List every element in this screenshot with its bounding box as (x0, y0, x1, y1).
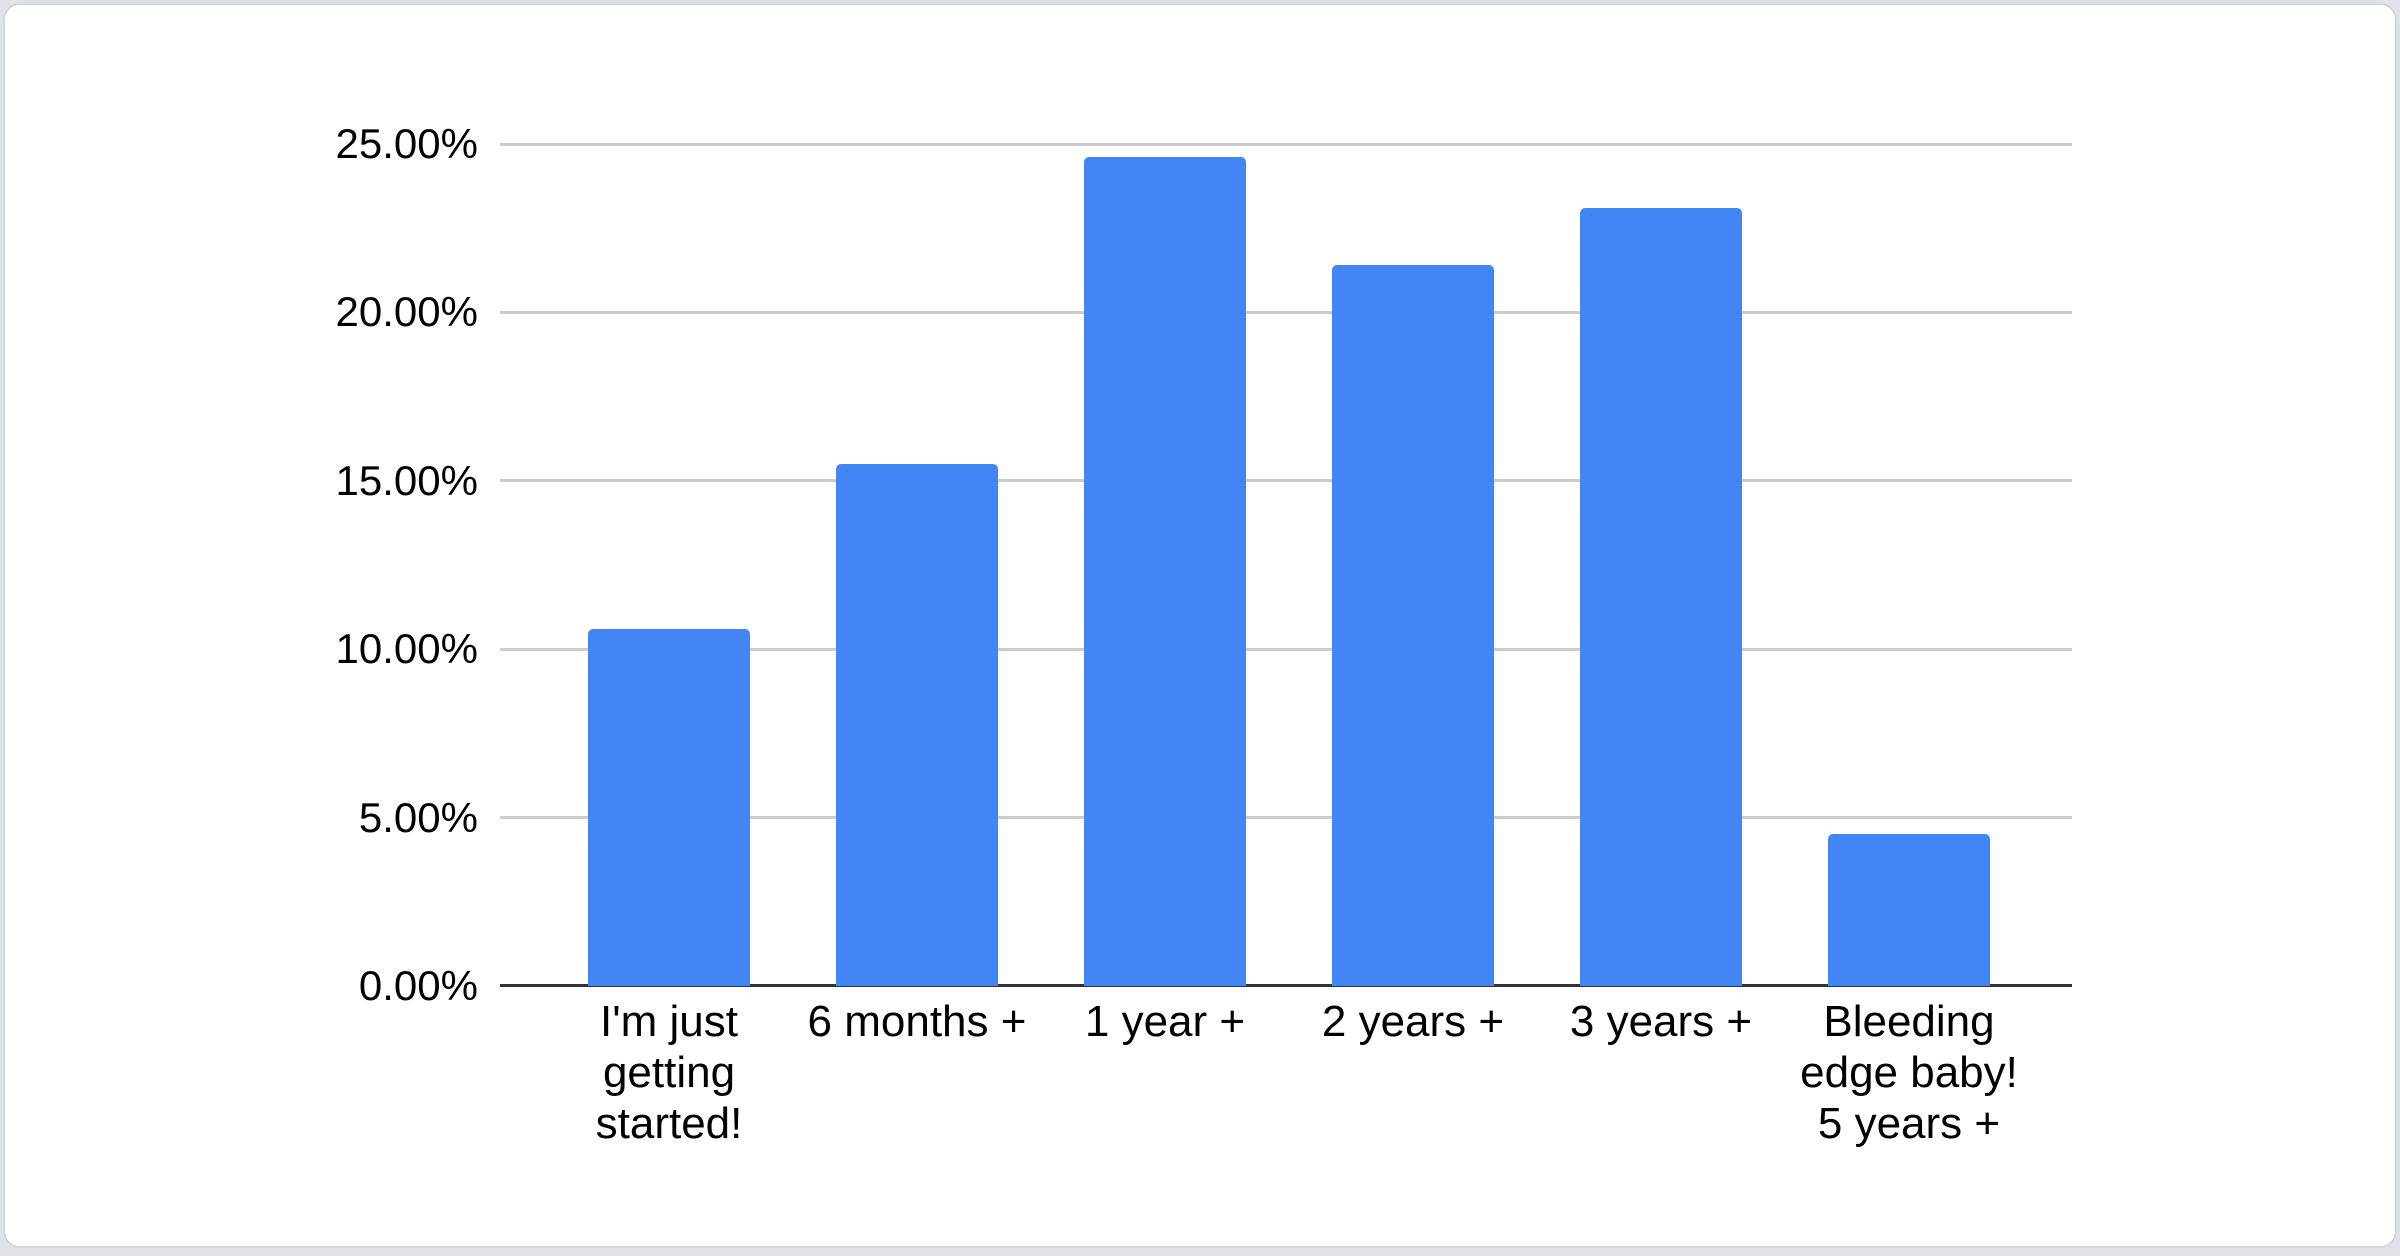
x-axis-category-label-text: I'm just getting started! (595, 997, 743, 1149)
gridline-10.00% (500, 648, 2072, 651)
gridline-15.00% (500, 479, 2072, 482)
bar-1 (588, 629, 750, 986)
gridline-5.00% (500, 816, 2072, 819)
bar-3 (1084, 157, 1246, 986)
y-axis-tick-label-20.00%: 20.00% (335, 288, 478, 335)
x-axis-category-label-text: 3 years + (1569, 997, 1753, 1046)
x-axis-category-label-5: 3 years + (1530, 996, 1792, 1047)
x-axis-category-label-4: 2 years + (1282, 996, 1544, 1047)
x-axis-category-label-text: 6 months + (807, 997, 1027, 1046)
y-axis-tick-label-15.00%: 15.00% (335, 457, 478, 504)
y-axis-tick-label-5.00%: 5.00% (358, 794, 478, 841)
bar-6 (1828, 834, 1990, 986)
x-axis-category-label-6: Bleeding edge baby! 5 years + (1778, 996, 2040, 1149)
gridline-20.00% (500, 311, 2072, 314)
x-axis-category-label-3: 1 year + (1034, 996, 1296, 1047)
bar-5 (1580, 208, 1742, 986)
x-axis-category-label-1: I'm just getting started! (538, 996, 800, 1149)
x-axis-category-label-text: Bleeding edge baby! 5 years + (1800, 997, 2018, 1149)
y-axis-tick-label-10.00%: 10.00% (335, 625, 478, 672)
x-axis-baseline (500, 984, 2072, 987)
y-axis-tick-label-0.00%: 0.00% (358, 962, 478, 1009)
y-axis-tick-label-25.00%: 25.00% (335, 120, 478, 167)
x-axis-category-label-text: 2 years + (1321, 997, 1505, 1046)
x-axis-category-label-text: 1 year + (1084, 997, 1246, 1046)
bar-4 (1332, 265, 1494, 986)
chart-card: 0.00% 5.00% 10.00% 15.00% 20.00% 25.00% I'm ju… (3, 3, 2397, 1248)
x-axis-category-label-2: 6 months + (786, 996, 1048, 1047)
gridline-25.00% (500, 143, 2072, 146)
bar-2 (836, 464, 998, 986)
plot-area (500, 143, 2072, 987)
